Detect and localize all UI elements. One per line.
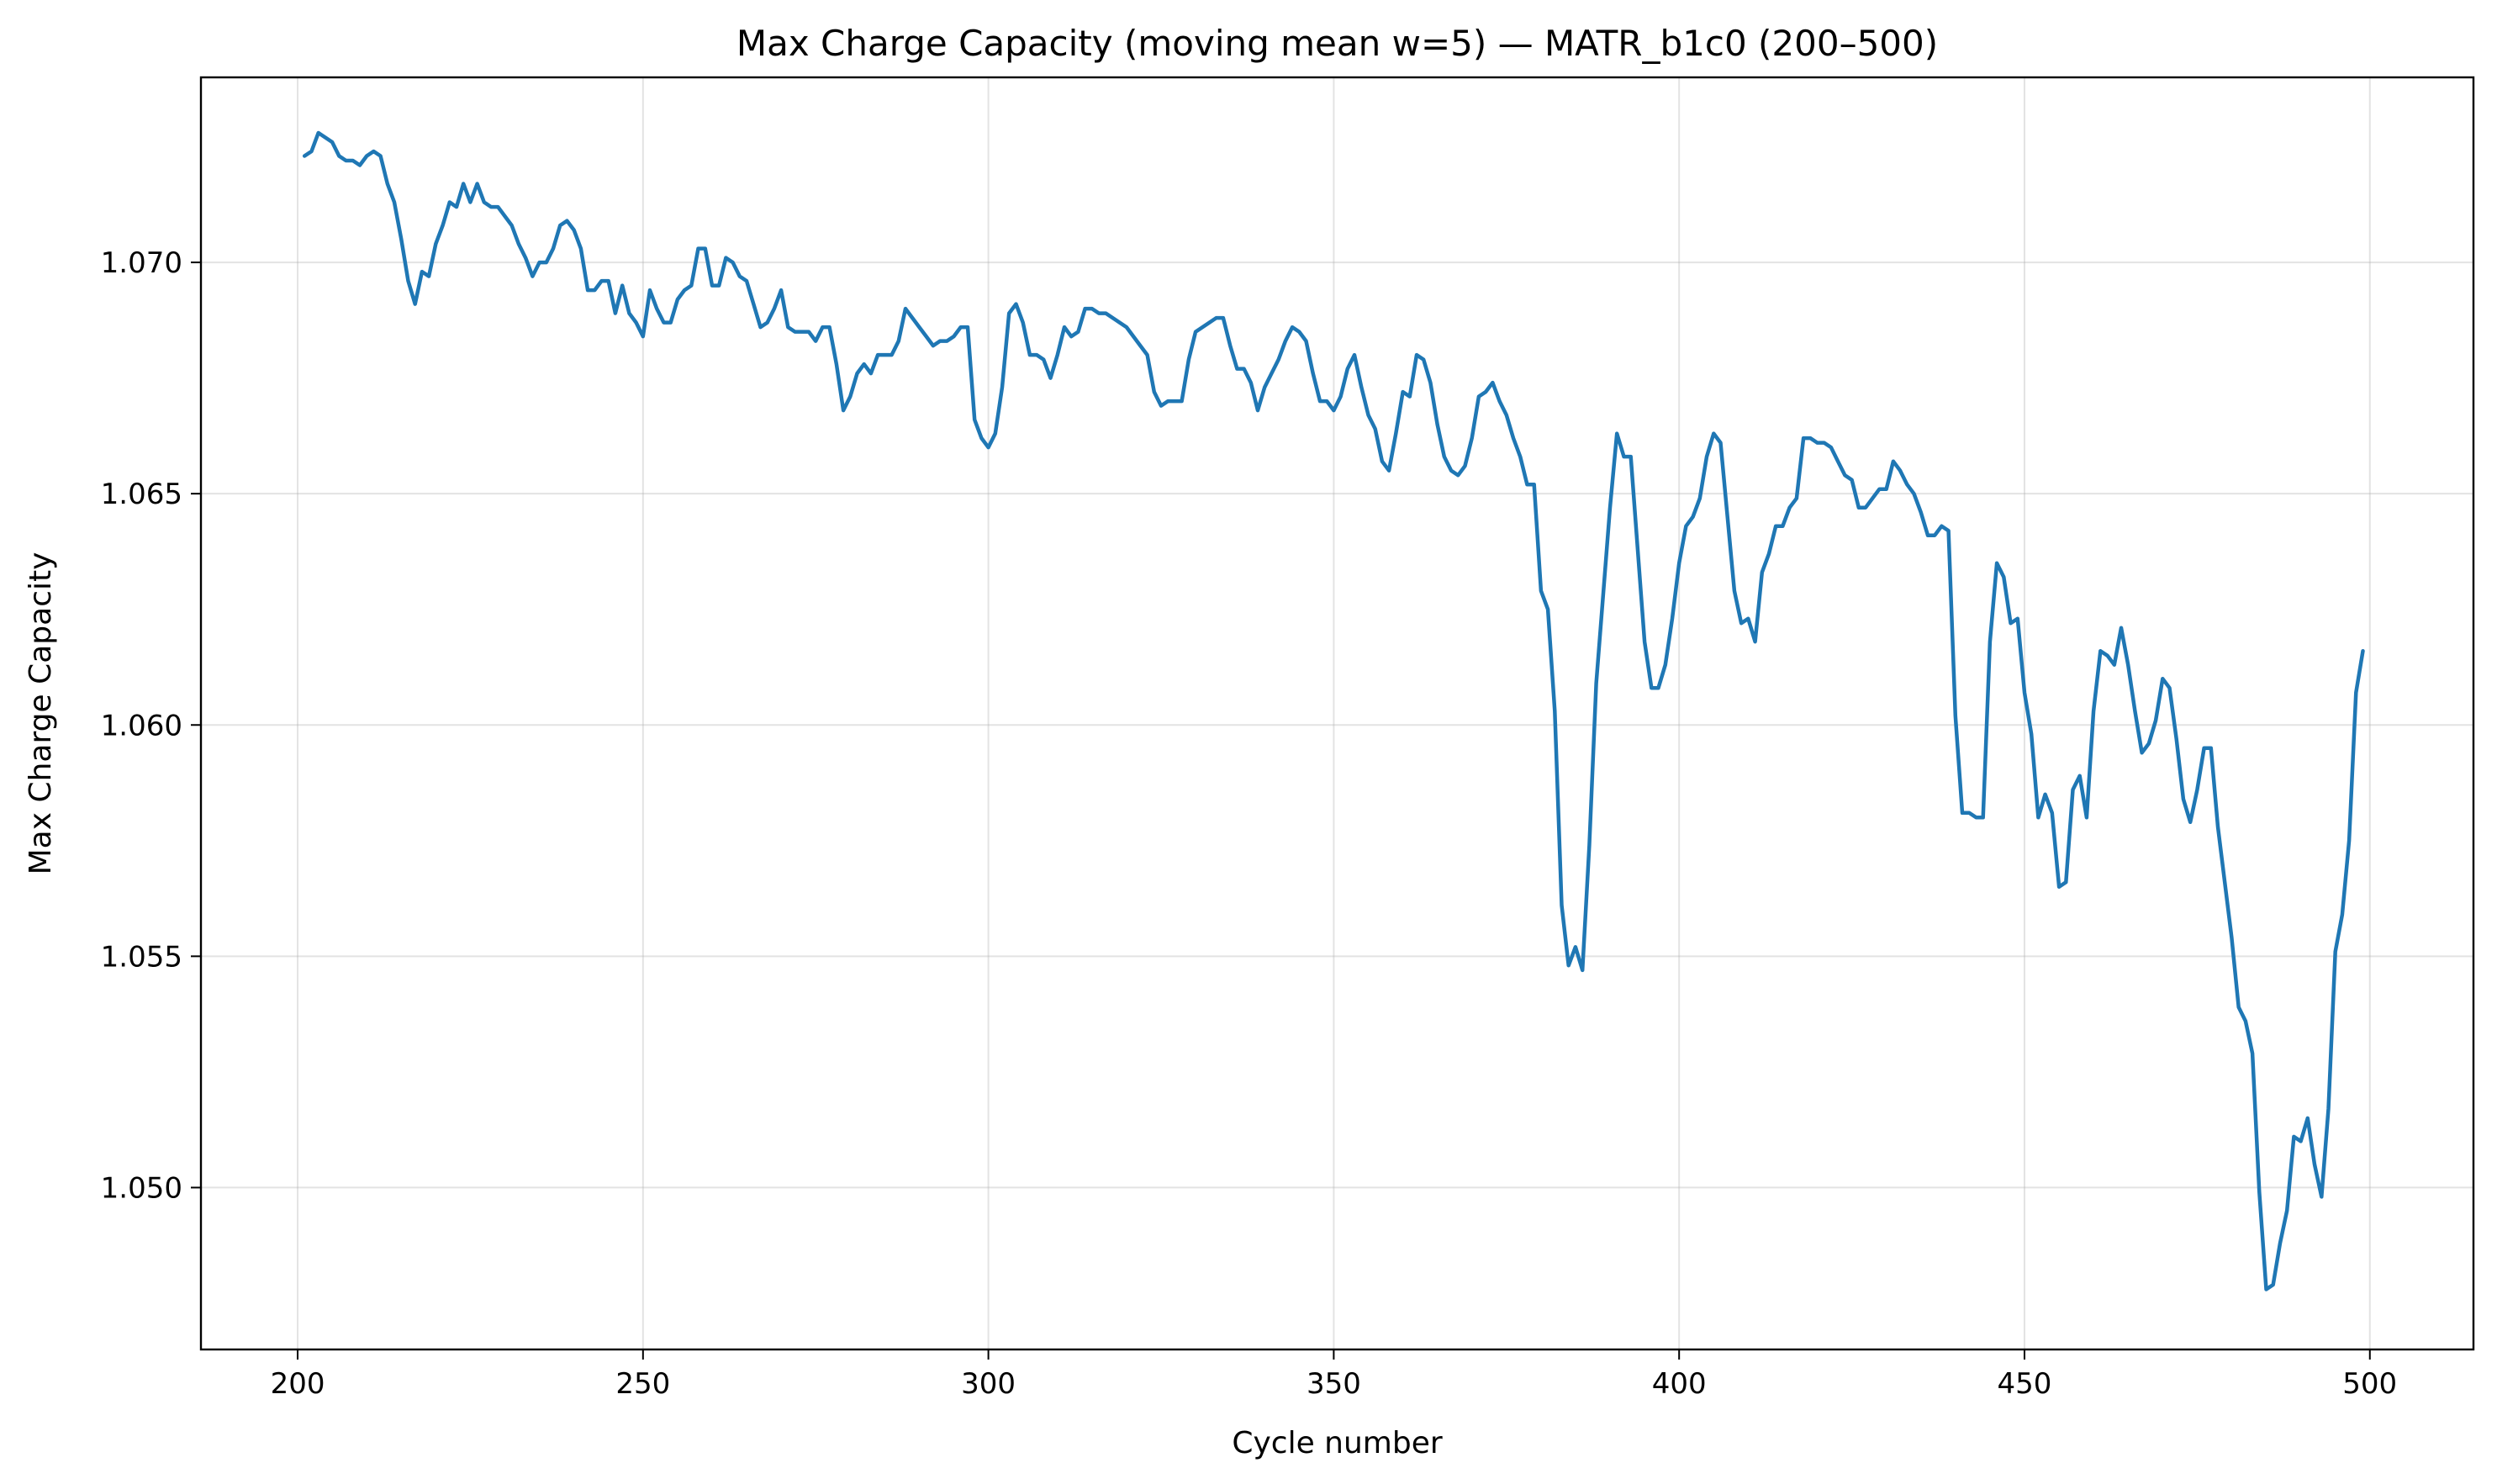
y-tick-label: 1.065 (101, 478, 182, 511)
y-tick-label: 1.060 (101, 709, 182, 742)
y-axis-ticks: 1.050 1.055 1.060 1.065 1.070 (101, 246, 201, 1205)
series-line (302, 130, 2365, 1291)
x-tick-label: 500 (2342, 1367, 2397, 1401)
series-layer (302, 130, 2365, 1291)
x-tick-label: 450 (1998, 1367, 2052, 1401)
plot-frame (199, 76, 2475, 1351)
y-tick-label: 1.070 (101, 246, 182, 280)
x-tick-label: 350 (1307, 1367, 1361, 1401)
x-tick-label: 200 (271, 1367, 325, 1401)
x-tick-label: 250 (615, 1367, 670, 1401)
grid (201, 77, 2473, 1349)
x-tick-label: 400 (1652, 1367, 1707, 1401)
chart-title: Max Charge Capacity (moving mean w=5) — … (736, 23, 1938, 64)
y-tick-label: 1.055 (101, 940, 182, 974)
x-axis-ticks: 200 250 300 350 400 450 500 (271, 1349, 2397, 1401)
y-tick-label: 1.050 (101, 1171, 182, 1205)
y-axis-label: Max Charge Capacity (24, 552, 58, 875)
x-tick-label: 300 (961, 1367, 1016, 1401)
x-axis-label: Cycle number (1232, 1426, 1443, 1460)
